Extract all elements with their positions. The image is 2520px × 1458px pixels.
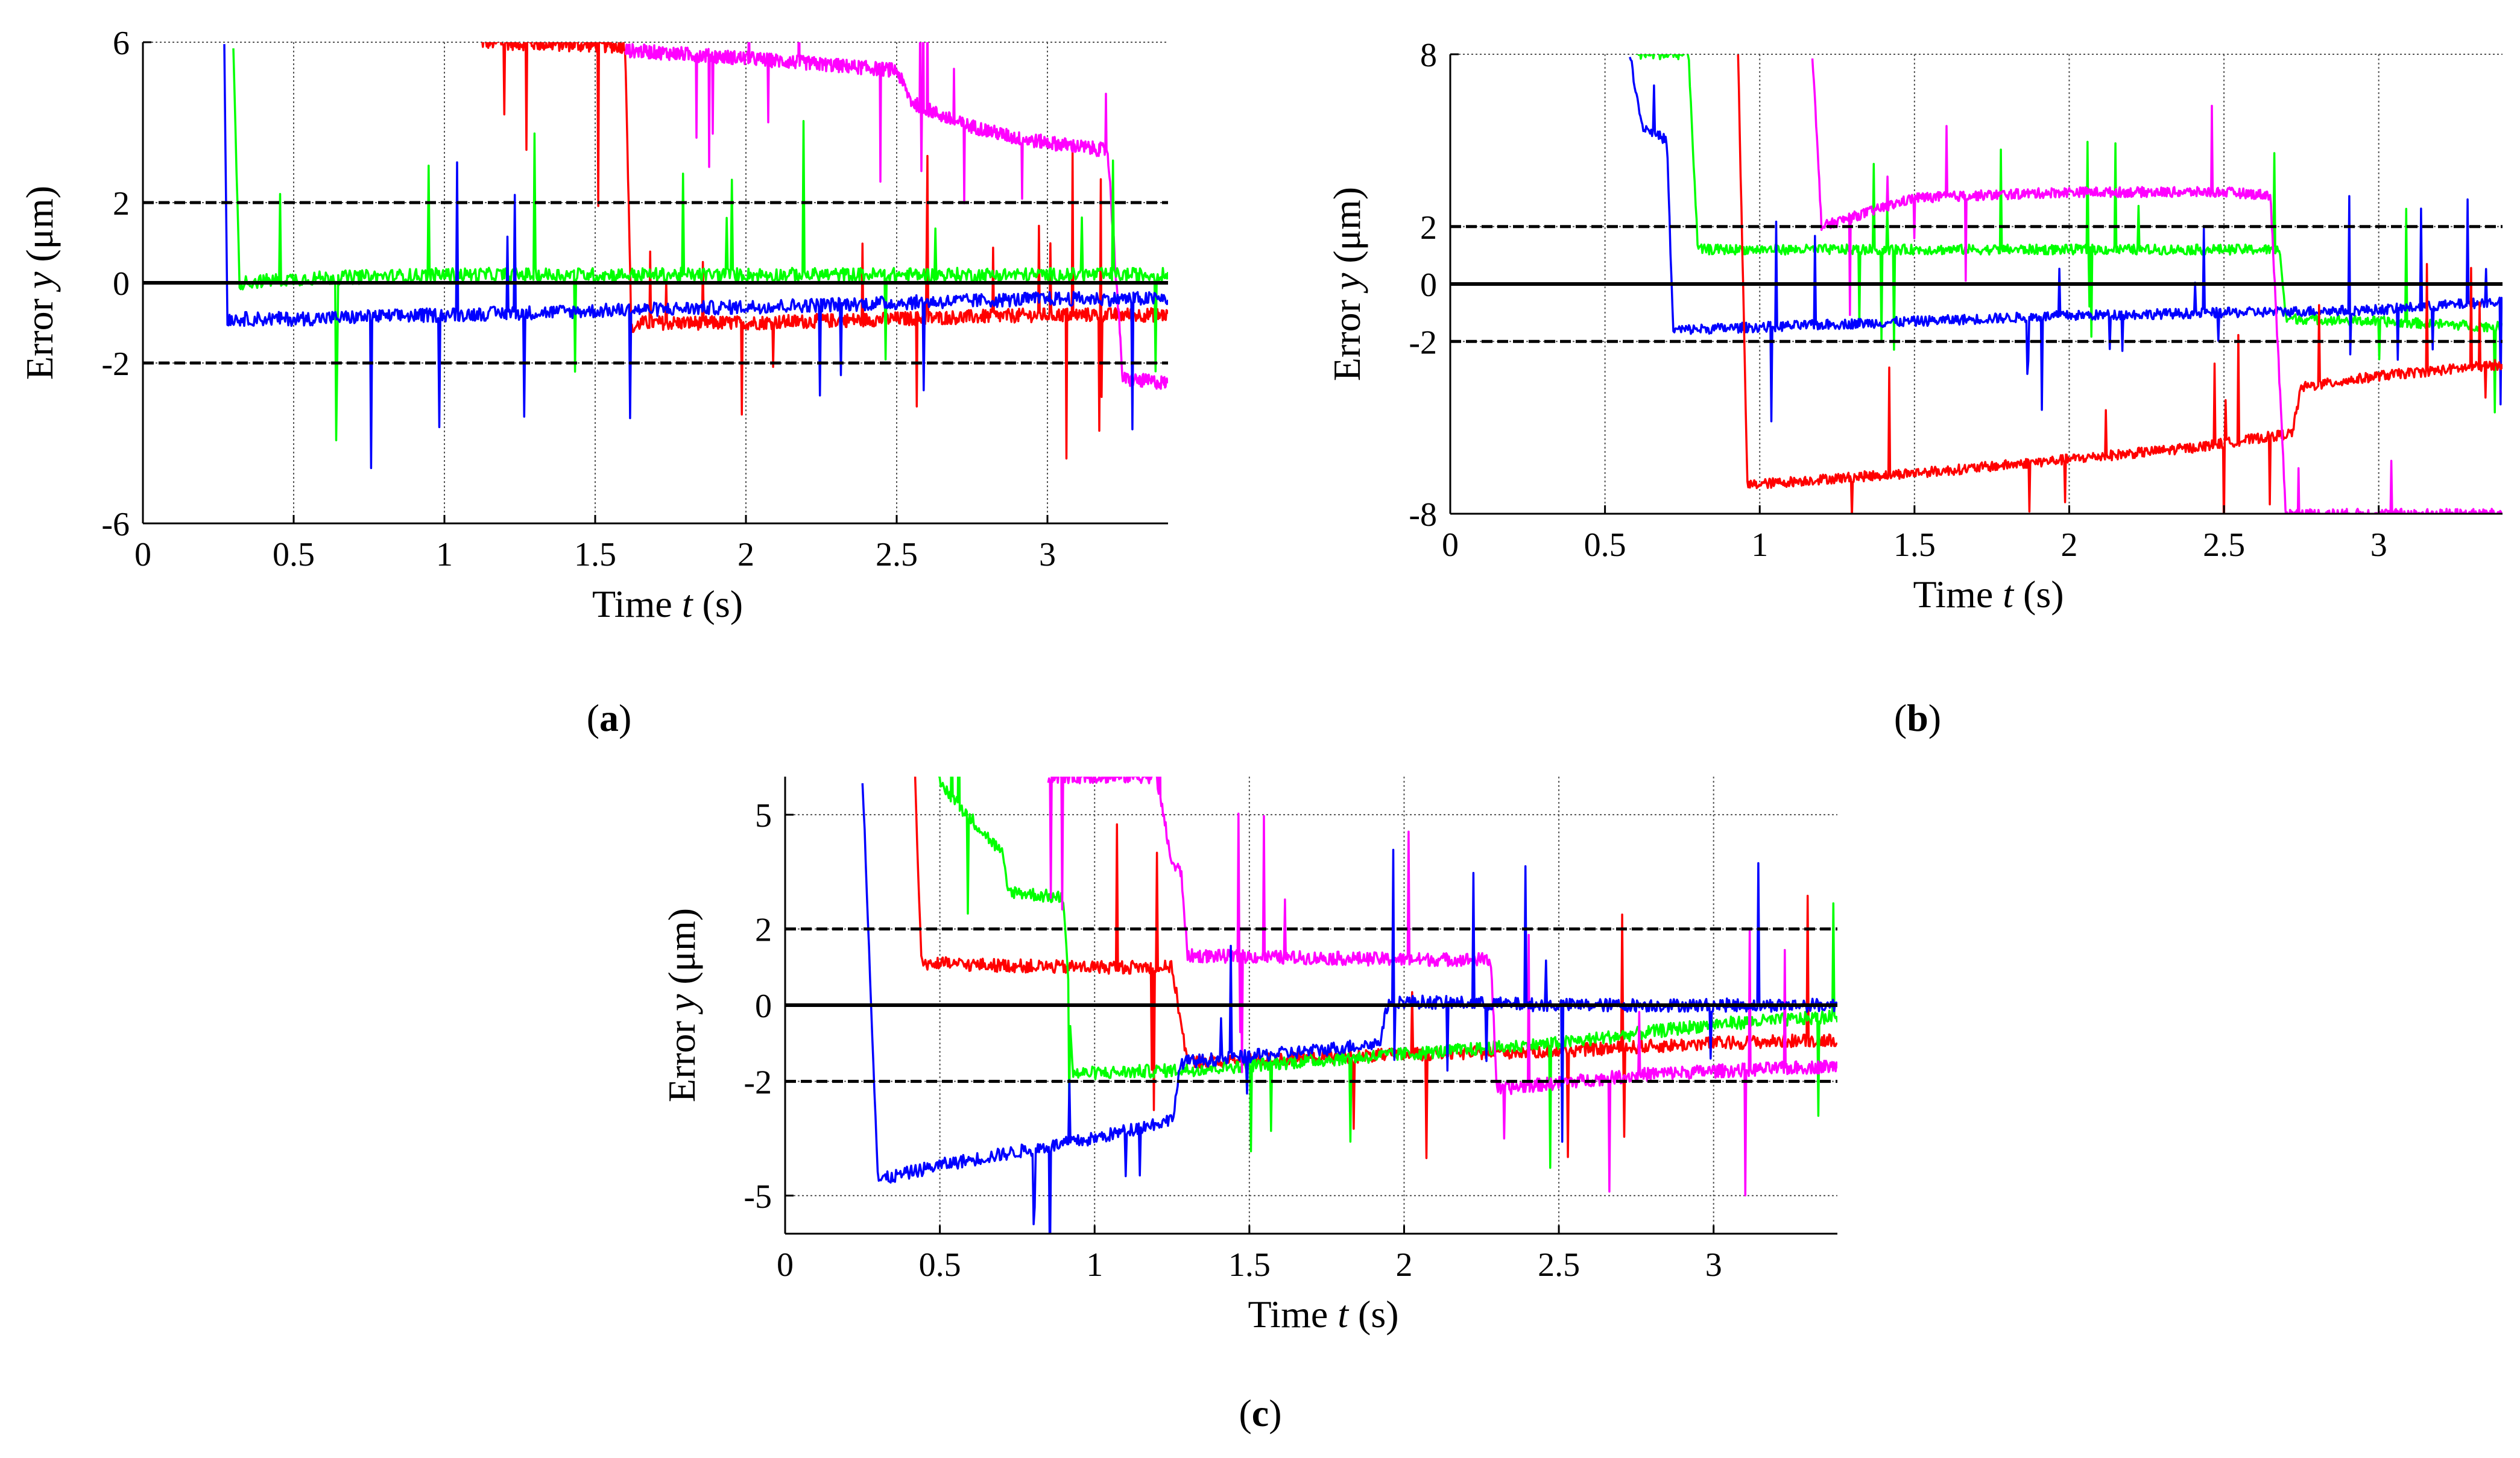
y-tick-label: -5 bbox=[744, 1178, 772, 1216]
y-tick-label: 2 bbox=[1420, 209, 1437, 247]
series-group bbox=[223, 42, 1168, 470]
y-tick-label: 5 bbox=[755, 797, 772, 835]
y-tick-label: 0 bbox=[113, 265, 130, 303]
y-tick-label: 8 bbox=[1420, 37, 1437, 74]
panel-c: (c) 0 0.5 1 1.5 2 2.5 3 -5 -2 0 2 5 Time t (s) Error … bbox=[660, 777, 1837, 1434]
y-tick-label: -2 bbox=[744, 1064, 772, 1101]
y-tick-label: -2 bbox=[1409, 324, 1437, 361]
y-axis-label: Error y (μm) bbox=[1325, 187, 1368, 381]
x-tick-label: 0 bbox=[1442, 526, 1459, 564]
panel-a-caption: (a) bbox=[587, 696, 632, 739]
x-tick-label: 2 bbox=[1395, 1246, 1412, 1284]
x-tick-label: 0 bbox=[134, 536, 151, 573]
x-tick-label: 1 bbox=[436, 536, 453, 573]
series-group bbox=[1629, 54, 2503, 514]
x-tick-label: 0 bbox=[777, 1246, 794, 1284]
panel-c-caption: (c) bbox=[1239, 1392, 1281, 1434]
series-magenta-line bbox=[1811, 58, 2503, 514]
series-red-line bbox=[481, 42, 1168, 460]
x-tick-label: 0.5 bbox=[273, 536, 315, 573]
x-tick-label: 2.5 bbox=[876, 536, 918, 573]
panel-a: (a) 0 0.5 1 1.5 2 2.5 3 -6 -2 0 2 6 Time t (s) Error … bbox=[18, 25, 1168, 739]
x-tick-label: 3 bbox=[2370, 526, 2387, 564]
panel-b-caption: (b) bbox=[1894, 696, 1941, 739]
x-axis-label: Time t (s) bbox=[592, 582, 743, 625]
x-tick-label: 0.5 bbox=[1584, 526, 1626, 564]
series-green-line bbox=[1635, 54, 2503, 414]
series-green-line bbox=[232, 48, 1168, 441]
series-red-line bbox=[914, 777, 1837, 1160]
y-tick-label: -6 bbox=[101, 506, 130, 543]
x-tick-label: 1 bbox=[1086, 1246, 1103, 1284]
x-tick-label: 1.5 bbox=[1893, 526, 1936, 564]
series-red-line bbox=[1737, 54, 2503, 514]
series-blue-line bbox=[1629, 57, 2503, 423]
x-tick-label: 3 bbox=[1705, 1246, 1722, 1284]
y-tick-label: -8 bbox=[1409, 496, 1437, 534]
y-tick-label: 2 bbox=[113, 185, 130, 222]
x-tick-label: 2.5 bbox=[2203, 526, 2245, 564]
series-blue-line bbox=[223, 44, 1168, 470]
x-tick-label: 2 bbox=[2061, 526, 2077, 564]
x-tick-label: 3 bbox=[1039, 536, 1056, 573]
y-axis-label: Error y (μm) bbox=[660, 908, 703, 1102]
y-tick-label: 6 bbox=[113, 25, 130, 62]
x-tick-label: 0.5 bbox=[919, 1246, 961, 1284]
x-tick-label: 2 bbox=[737, 536, 754, 573]
y-tick-label: 0 bbox=[1420, 267, 1437, 304]
series-green-line bbox=[938, 777, 1837, 1169]
x-axis-label: Time t (s) bbox=[1913, 573, 2064, 616]
y-tick-label: -2 bbox=[101, 346, 130, 383]
y-tick-label: 0 bbox=[755, 988, 772, 1025]
series-magenta-line bbox=[1047, 777, 1837, 1197]
x-axis-label: Time t (s) bbox=[1248, 1293, 1398, 1336]
x-tick-label: 1.5 bbox=[1228, 1246, 1271, 1284]
x-tick-label: 1.5 bbox=[574, 536, 616, 573]
panel-b: (b) 0 0.5 1 1.5 2 2.5 3 -8 -2 0 2 8 Time t (s) Error … bbox=[1325, 37, 2503, 739]
x-tick-label: 2.5 bbox=[1538, 1246, 1580, 1284]
series-magenta-line bbox=[624, 42, 1168, 390]
y-tick-label: 2 bbox=[755, 912, 772, 949]
x-tick-label: 1 bbox=[1751, 526, 1768, 564]
y-axis-label: Error y (μm) bbox=[18, 186, 61, 380]
